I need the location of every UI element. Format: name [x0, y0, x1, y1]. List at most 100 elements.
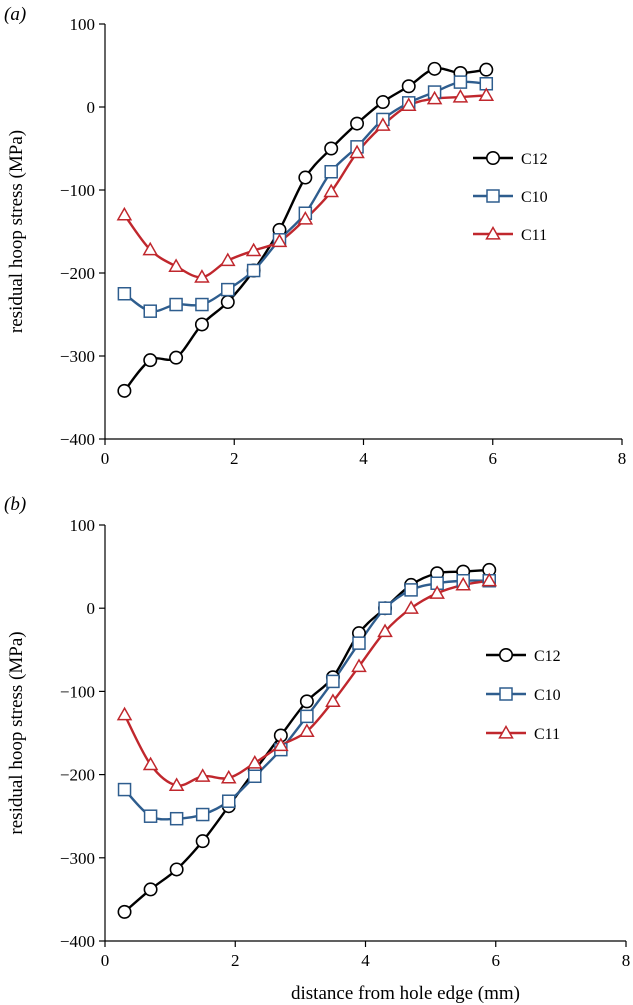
- data-point-c11: [220, 769, 237, 784]
- data-point-c10: [143, 809, 158, 823]
- data-point-c11: [325, 693, 341, 708]
- data-point-c11: [246, 754, 263, 769]
- series-line-c12: [123, 568, 490, 913]
- x-tick-label: 0: [101, 449, 110, 468]
- x-tick-label: 2: [231, 951, 240, 970]
- legend-label-c12: C12: [534, 648, 561, 665]
- data-point-c11: [452, 89, 469, 103]
- data-point-c12: [169, 862, 184, 877]
- data-point-c10: [117, 287, 132, 301]
- data-point-c11: [271, 233, 288, 248]
- data-point-c12: [220, 295, 235, 310]
- y-tick-label: 100: [70, 516, 96, 535]
- legend-marker-c12: [498, 647, 513, 662]
- data-point-c12: [401, 79, 416, 94]
- data-point-c12: [117, 904, 132, 919]
- data-point-c10: [169, 811, 184, 826]
- legend-label-c11: C11: [521, 227, 547, 244]
- data-point-c11: [245, 242, 262, 257]
- y-tick-label: 0: [87, 98, 96, 117]
- data-point-c10: [352, 636, 366, 650]
- x-tick-label: 2: [230, 449, 239, 468]
- data-point-c10: [117, 782, 132, 797]
- data-point-c12: [194, 317, 209, 332]
- y-tick-label: −100: [60, 181, 95, 200]
- legend-marker-c10: [486, 189, 500, 203]
- data-point-c12: [479, 62, 494, 77]
- panel-label: (a): [4, 4, 26, 25]
- legend-marker-c11: [498, 724, 514, 739]
- data-point-c12: [427, 61, 442, 76]
- data-point-c11: [168, 777, 185, 792]
- y-tick-label: −300: [60, 849, 95, 868]
- data-point-c11: [481, 572, 498, 587]
- data-point-c10: [195, 807, 210, 822]
- y-tick-label: −400: [60, 430, 95, 449]
- chart-panel-b: 100 0 −100 −200 −300 −400 0 2 4 6 8 (b) residual hoo…: [4, 494, 630, 1004]
- data-point-c11: [377, 623, 393, 638]
- data-point-c11: [142, 241, 159, 256]
- legend-marker-c11: [485, 225, 501, 240]
- series-line-c10: [123, 80, 487, 313]
- data-point-c11: [194, 269, 210, 283]
- data-point-c10: [221, 282, 235, 297]
- data-point-c10: [195, 297, 209, 312]
- data-point-c11: [194, 768, 211, 782]
- legend-label-c10: C10: [521, 189, 548, 206]
- y-tick-label: −100: [60, 682, 95, 701]
- x-tick-label: 8: [618, 449, 627, 468]
- data-point-c10: [300, 709, 314, 724]
- data-point-c11: [116, 206, 133, 221]
- data-point-c10: [404, 583, 418, 597]
- chart-panel-a: 100 0 −100 −200 −300 −400 0 2 4 6 8 (a) residual hoo…: [4, 4, 626, 468]
- y-tick-label: 100: [70, 15, 96, 34]
- data-point-c12: [375, 95, 390, 110]
- data-point-c11: [403, 600, 419, 614]
- data-point-c11: [299, 723, 315, 737]
- x-tick-label: 6: [492, 951, 501, 970]
- data-point-c10: [378, 601, 392, 615]
- legend-label-c10: C10: [534, 687, 561, 704]
- data-point-c12: [324, 141, 339, 156]
- data-point-c10: [326, 674, 340, 689]
- data-point-c11: [116, 706, 133, 721]
- data-point-c11: [142, 756, 159, 771]
- y-tick-label: −400: [60, 932, 95, 951]
- data-point-c10: [453, 75, 468, 89]
- data-point-c11: [168, 258, 184, 272]
- data-point-c11: [426, 90, 443, 105]
- data-point-c11: [375, 117, 391, 131]
- series-line-c12: [123, 67, 487, 392]
- data-point-c11: [478, 87, 495, 102]
- x-tick-label: 4: [359, 449, 368, 468]
- legend-marker-c12: [485, 151, 500, 166]
- y-tick-label: −300: [60, 347, 95, 366]
- data-point-c12: [299, 694, 314, 709]
- data-point-c12: [350, 116, 365, 131]
- series-line-c11: [123, 579, 490, 787]
- data-point-c11: [429, 585, 445, 599]
- data-point-c12: [298, 170, 313, 185]
- x-axis-label: distance from hole edge (mm): [291, 983, 520, 1004]
- data-point-c10: [248, 769, 262, 784]
- x-tick-label: 6: [489, 449, 498, 468]
- legend-label-c11: C11: [534, 726, 560, 743]
- data-point-c11: [297, 211, 314, 225]
- data-point-c11: [219, 252, 236, 267]
- data-point-c10: [169, 297, 183, 312]
- legend-marker-c10: [499, 687, 513, 701]
- data-point-c12: [169, 350, 184, 365]
- y-axis-label: residual hoop stress (MPa): [6, 130, 27, 333]
- data-point-c12: [143, 353, 158, 368]
- series-line-c11: [123, 94, 487, 279]
- y-axis-label: residual hoop stress (MPa): [6, 631, 27, 834]
- y-tick-label: 0: [87, 599, 96, 618]
- y-tick-label: −200: [60, 766, 95, 785]
- data-point-c12: [195, 834, 210, 849]
- x-tick-label: 8: [622, 951, 631, 970]
- data-point-c12: [117, 383, 132, 398]
- data-point-c10: [143, 304, 157, 318]
- data-point-c10: [324, 164, 338, 179]
- x-tick-label: 4: [361, 951, 370, 970]
